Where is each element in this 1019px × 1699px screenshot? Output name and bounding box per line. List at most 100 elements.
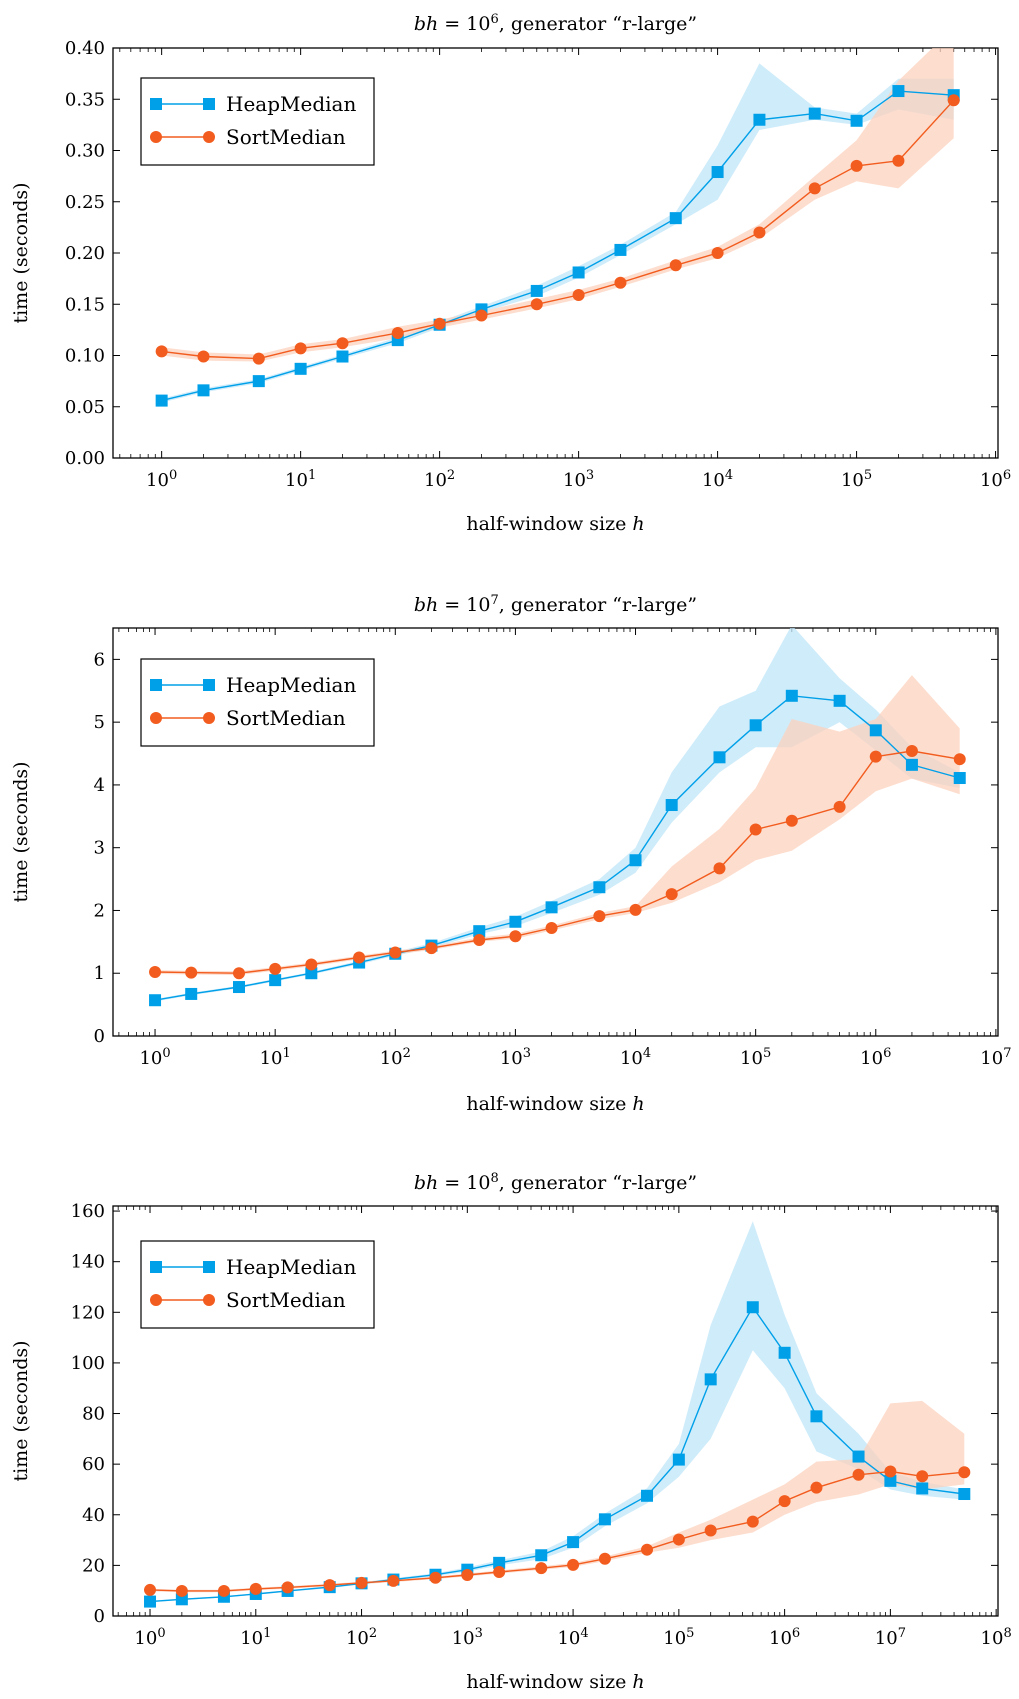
point-sortmedian bbox=[233, 967, 246, 980]
x-tick-label: 102 bbox=[346, 1626, 377, 1650]
point-sortmedian bbox=[572, 289, 585, 302]
point-sortmedian bbox=[217, 1584, 230, 1597]
x-tick-label: 105 bbox=[740, 1046, 771, 1070]
y-tick-label: 0.00 bbox=[65, 448, 105, 469]
point-heapmedian bbox=[614, 243, 627, 256]
point-sortmedian bbox=[144, 1583, 157, 1596]
chart-2: bh = 107, generator “r-large” time (secon… bbox=[10, 593, 1011, 1116]
legend-box bbox=[140, 77, 375, 166]
x-tick-label: 106 bbox=[980, 468, 1011, 492]
y-axis-label: time (seconds) bbox=[10, 182, 32, 323]
plot-area bbox=[144, 1221, 971, 1608]
point-sortmedian bbox=[336, 337, 349, 350]
point-sortmedian bbox=[433, 317, 446, 330]
y-tick-label: 20 bbox=[82, 1555, 105, 1576]
point-sortmedian bbox=[905, 745, 918, 758]
point-heapmedian bbox=[593, 881, 606, 894]
y-axis-label: time (seconds) bbox=[10, 1340, 32, 1481]
chart-title: bh = 108, generator “r-large” bbox=[414, 1171, 697, 1195]
point-sortmedian bbox=[389, 946, 402, 959]
point-heapmedian bbox=[785, 689, 798, 702]
point-sortmedian bbox=[473, 933, 486, 946]
chart-1: bh = 106, generator “r-large” time (secon… bbox=[10, 12, 1011, 536]
point-heapmedian bbox=[545, 901, 558, 914]
x-tick-label: 100 bbox=[134, 1626, 165, 1650]
point-heapmedian bbox=[869, 724, 882, 737]
chart-title: bh = 107, generator “r-large” bbox=[414, 593, 697, 617]
point-sortmedian bbox=[672, 1533, 685, 1546]
y-tick-label: 0 bbox=[94, 1606, 105, 1627]
point-sortmedian bbox=[530, 298, 543, 311]
legend-label-heapmedian: HeapMedian bbox=[226, 673, 356, 697]
point-sortmedian bbox=[852, 1468, 865, 1481]
point-heapmedian bbox=[711, 166, 724, 179]
point-sortmedian bbox=[711, 247, 724, 259]
plot-frame bbox=[112, 1205, 999, 1617]
y-tick-label: 6 bbox=[94, 649, 105, 670]
chart-title: bh = 106, generator “r-large” bbox=[414, 12, 697, 36]
band-sortmedian bbox=[161, 48, 954, 362]
point-heapmedian bbox=[953, 772, 966, 785]
point-sortmedian bbox=[323, 1579, 336, 1592]
point-heapmedian bbox=[155, 394, 168, 407]
x-tick-label: 101 bbox=[260, 1046, 291, 1070]
y-tick-label: 0.15 bbox=[65, 294, 105, 315]
point-sortmedian bbox=[175, 1584, 188, 1597]
x-tick-label: 106 bbox=[860, 1046, 891, 1070]
point-sortmedian bbox=[461, 1569, 474, 1581]
point-heapmedian bbox=[175, 1593, 188, 1606]
point-heapmedian bbox=[808, 107, 821, 120]
point-sortmedian bbox=[892, 154, 905, 167]
x-tick-label: 107 bbox=[875, 1626, 906, 1650]
legend-marker bbox=[203, 131, 215, 143]
band-sortmedian bbox=[155, 675, 960, 976]
point-heapmedian bbox=[197, 384, 210, 397]
point-sortmedian bbox=[155, 345, 168, 358]
point-heapmedian bbox=[641, 1489, 654, 1502]
y-tick-label: 40 bbox=[82, 1505, 105, 1526]
band-heapmedian bbox=[150, 1221, 965, 1603]
point-sortmedian bbox=[493, 1565, 506, 1578]
legend-label-sortmedian: SortMedian bbox=[226, 1288, 346, 1312]
point-sortmedian bbox=[916, 1470, 929, 1483]
legend-label-heapmedian: HeapMedian bbox=[226, 1255, 356, 1279]
y-tick-label: 2 bbox=[94, 900, 105, 921]
point-sortmedian bbox=[629, 903, 642, 916]
point-sortmedian bbox=[567, 1558, 580, 1571]
point-sortmedian bbox=[593, 910, 606, 923]
y-tick-label: 140 bbox=[71, 1252, 105, 1273]
point-sortmedian bbox=[713, 862, 726, 875]
point-heapmedian bbox=[892, 85, 905, 98]
legend-marker bbox=[203, 1294, 215, 1306]
legend-marker bbox=[203, 712, 215, 724]
point-sortmedian bbox=[429, 1571, 442, 1584]
legend-marker bbox=[150, 98, 162, 110]
x-tick-label: 104 bbox=[557, 1626, 588, 1650]
y-tick-label: 0.40 bbox=[65, 38, 105, 59]
point-sortmedian bbox=[197, 350, 210, 363]
point-sortmedian bbox=[545, 922, 558, 935]
legend: HeapMedian SortMedian bbox=[140, 658, 375, 747]
point-heapmedian bbox=[493, 1556, 506, 1569]
legend-marker bbox=[203, 679, 215, 691]
x-axis-label: half-window size h bbox=[466, 1093, 644, 1115]
band-sortmedian bbox=[150, 1400, 965, 1593]
y-tick-label: 0.30 bbox=[65, 141, 105, 162]
y-tick-label: 80 bbox=[82, 1404, 105, 1425]
x-axis-label: half-window size h bbox=[466, 1671, 644, 1693]
x-tick-label: 106 bbox=[769, 1626, 800, 1650]
point-sortmedian bbox=[641, 1543, 654, 1556]
y-tick-label: 120 bbox=[71, 1302, 105, 1323]
point-heapmedian bbox=[572, 266, 585, 279]
y-tick-label: 100 bbox=[71, 1353, 105, 1374]
point-heapmedian bbox=[185, 987, 198, 1000]
point-heapmedian bbox=[753, 113, 766, 126]
point-sortmedian bbox=[869, 750, 882, 763]
point-heapmedian bbox=[530, 284, 543, 297]
legend-label-heapmedian: HeapMedian bbox=[226, 92, 356, 116]
legend-marker bbox=[150, 1294, 162, 1306]
legend-marker bbox=[150, 1261, 162, 1273]
point-sortmedian bbox=[475, 309, 488, 322]
x-tick-label: 105 bbox=[841, 468, 872, 492]
